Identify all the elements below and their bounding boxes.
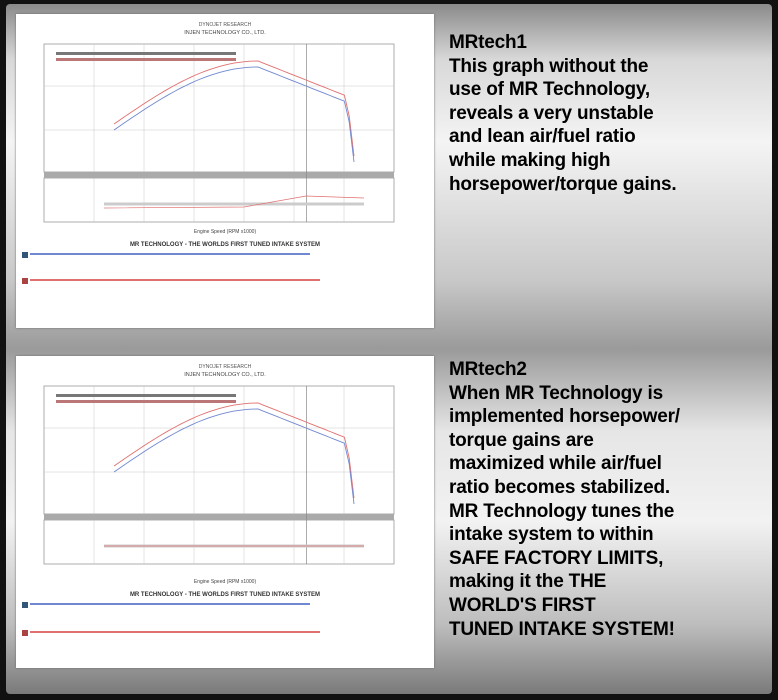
description-line: implemented horsepower/ xyxy=(449,406,680,428)
axis-divider xyxy=(44,514,394,520)
afr-plot-area xyxy=(43,177,395,223)
chart-company: INJEN TECHNOLOGY CO., LTD. xyxy=(184,372,266,378)
series-a-curve xyxy=(113,60,355,157)
description-line: horsepower/torque gains. xyxy=(449,173,677,195)
afr-plot-area xyxy=(43,519,395,565)
dyno-chart-svg-1: DYNOJET RESEARCH INJEN TECHNOLOGY CO., L… xyxy=(22,22,395,284)
description-line: SAFE FACTORY LIMITS, xyxy=(449,547,664,569)
legend-line xyxy=(56,52,236,55)
description-line: and lean air/fuel ratio xyxy=(449,126,636,148)
description-1: MRtech1 This graph without the use of MR… xyxy=(449,31,769,196)
power-plot-area xyxy=(43,43,395,173)
x-axis-label: Engine Speed (RPM x1000) xyxy=(194,229,257,235)
description-line: maximized while air/fuel xyxy=(449,453,662,475)
chart-footer: MR TECHNOLOGY - THE WORLDS FIRST TUNED I… xyxy=(130,592,320,598)
legend-swatch-blue xyxy=(22,252,28,258)
power-plot-area xyxy=(43,385,395,515)
description-line: reveals a very unstable xyxy=(449,102,654,124)
series-b-curve xyxy=(113,66,355,163)
description-line: use of MR Technology, xyxy=(449,79,650,101)
description-line: MR Technology tunes the xyxy=(449,500,675,522)
description-line: This graph without the xyxy=(449,55,649,77)
description-line: making it the THE xyxy=(449,571,607,593)
chart-header: DYNOJET RESEARCH xyxy=(199,364,252,370)
description-line: TUNED INTAKE SYSTEM! xyxy=(449,618,675,640)
description-line: ratio becomes stabilized. xyxy=(449,476,670,498)
afr-line xyxy=(103,195,365,209)
dyno-chart-svg-2: DYNOJET RESEARCH INJEN TECHNOLOGY CO., L… xyxy=(22,364,395,636)
description-line: intake system to within xyxy=(449,524,654,546)
chart-footer: MR TECHNOLOGY - THE WORLDS FIRST TUNED I… xyxy=(130,242,320,248)
description-heading: MRtech1 xyxy=(449,32,527,53)
series-b-curve xyxy=(113,408,355,505)
axis-divider xyxy=(44,172,394,178)
legend-text-red xyxy=(30,631,320,633)
legend-swatch-blue xyxy=(22,602,28,608)
description-line: while making high xyxy=(449,149,611,171)
description-line: torque gains are xyxy=(449,429,594,451)
legend-swatch-red xyxy=(22,630,28,636)
chart-company: INJEN TECHNOLOGY CO., LTD. xyxy=(184,30,266,36)
description-2: MRtech2 When MR Technology is implemente… xyxy=(449,358,769,641)
description-heading: MRtech2 xyxy=(449,359,527,380)
legend-line xyxy=(56,58,236,61)
legend-line xyxy=(56,394,236,397)
legend-swatch-red xyxy=(22,278,28,284)
series-a-curve xyxy=(113,402,355,499)
legend-line xyxy=(56,400,236,403)
legend-text-blue xyxy=(30,603,310,605)
description-line: WORLD'S FIRST xyxy=(449,594,596,616)
description-line: When MR Technology is xyxy=(449,382,663,404)
dyno-chart-1: DYNOJET RESEARCH INJEN TECHNOLOGY CO., L… xyxy=(16,14,434,328)
dyno-chart-2: DYNOJET RESEARCH INJEN TECHNOLOGY CO., L… xyxy=(16,356,434,668)
legend-text-red xyxy=(30,279,320,281)
legend-text-blue xyxy=(30,253,310,255)
x-axis-label: Engine Speed (RPM x1000) xyxy=(194,579,257,585)
chart-header: DYNOJET RESEARCH xyxy=(199,22,252,28)
